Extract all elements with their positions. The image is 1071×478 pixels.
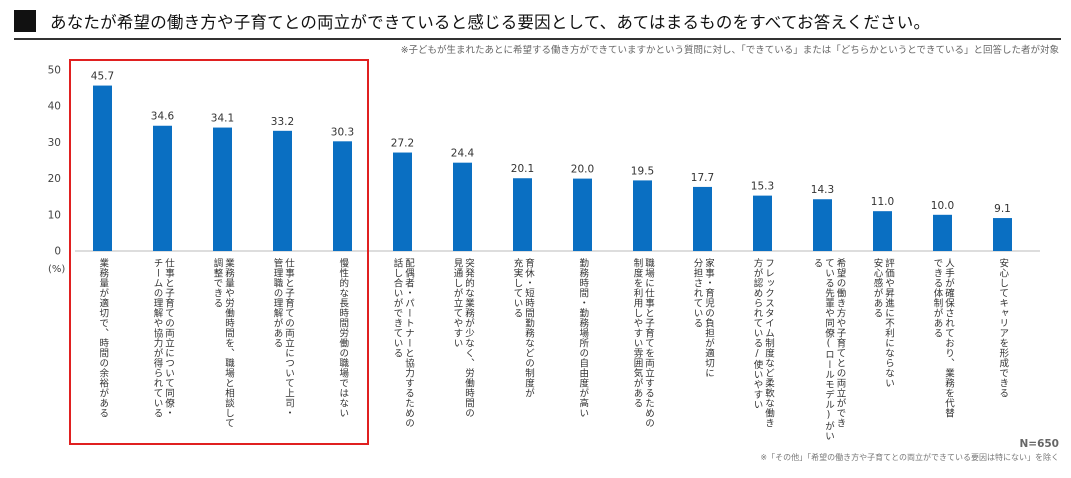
category-label: 人手が確保されており、業務を代替 できる体制がある [931, 258, 955, 418]
data-label: 33.2 [271, 116, 294, 128]
exclusion-footnote: ※「その他」「希望の働き方や子育てとの両立ができている要因は特にない」を除く [760, 453, 1059, 462]
bar [453, 162, 472, 251]
data-label: 24.4 [451, 148, 475, 160]
bar [993, 218, 1012, 251]
bar [873, 211, 892, 251]
title-marker [14, 10, 36, 32]
category-label: 慢性的な長時間労働の職場ではない [337, 258, 349, 418]
bar [213, 127, 232, 251]
y-tick-label: 50 [48, 65, 61, 77]
data-label: 45.7 [91, 71, 114, 83]
data-label: 34.1 [211, 113, 234, 125]
data-label: 30.3 [331, 126, 354, 138]
data-label: 9.1 [994, 203, 1011, 215]
category-label: フレックスタイム制度など柔軟な働き 方が認められている/使いやすい [751, 258, 775, 428]
bar [693, 186, 712, 251]
bar [633, 180, 652, 251]
y-tick-label: 30 [48, 137, 61, 149]
bar [93, 85, 112, 251]
category-label: 希望の働き方や子育てとの両立ができ ている先輩や同僚(ロールモデル)がいる [811, 258, 846, 441]
data-label: 14.3 [811, 184, 834, 196]
data-label: 27.2 [391, 138, 414, 150]
data-label: 17.7 [691, 172, 714, 184]
bar [393, 152, 412, 251]
category-label: 育休・短時間勤務などの制度が 充実している [511, 258, 535, 398]
category-label: 安心してキャリアを形成できる [997, 258, 1009, 398]
y-axis-unit: (%) [48, 264, 66, 275]
y-tick-label: 10 [48, 209, 61, 221]
sample-size: N=650 [1019, 438, 1059, 450]
respondent-note: ※子どもが生まれたあとに希望する働き方ができていますかという質問に対し、「できて… [400, 45, 1059, 56]
y-tick-label: 0 [54, 246, 61, 258]
bar [513, 178, 532, 251]
data-label: 15.3 [751, 181, 774, 193]
data-label: 20.0 [571, 164, 594, 176]
data-label: 19.5 [631, 165, 654, 177]
category-label: 評価や昇進に不利にならない 安心感がある [871, 258, 895, 388]
bar [573, 178, 592, 251]
category-label: 職場に仕事と子育てを両立するための 制度を利用しやすい雰囲気がある [631, 258, 655, 428]
category-label: 勤務時間・勤務場所の自由度が高い [577, 258, 589, 418]
y-tick-label: 20 [48, 173, 61, 185]
bar [813, 199, 832, 251]
category-label: 業務量や労働時間を、職場と相談して 調整できる [211, 258, 235, 428]
data-label: 10.0 [931, 200, 954, 212]
category-label: 業務量が適切で、時間の余裕がある [97, 258, 109, 418]
bar [933, 214, 952, 251]
bar [753, 195, 772, 251]
bar [333, 141, 352, 251]
category-label: 仕事と子育ての両立について同僚・ チームの理解や協力が得られている [151, 258, 175, 418]
category-label: 突発的な業務が少なく、労働時間の 見通しが立てやすい [451, 258, 475, 418]
page-title: あなたが希望の働き方や子育てとの両立ができていると感じる要因として、あてはまるも… [50, 13, 931, 32]
category-label: 家事・育児の負担が適切に 分担されている [691, 258, 715, 378]
data-label: 11.0 [871, 196, 894, 208]
bar [153, 125, 172, 251]
category-label: 仕事と子育ての両立について上司・ 管理職の理解がある [271, 258, 295, 418]
data-label: 20.1 [511, 163, 534, 175]
title-divider [14, 38, 1061, 40]
data-label: 34.6 [151, 111, 175, 123]
y-tick-label: 40 [48, 101, 61, 113]
bar [273, 130, 292, 251]
top-factors-highlight-box [69, 59, 369, 445]
category-label: 配偶者・パートナーと協力するための 話し合いができている [391, 258, 415, 428]
